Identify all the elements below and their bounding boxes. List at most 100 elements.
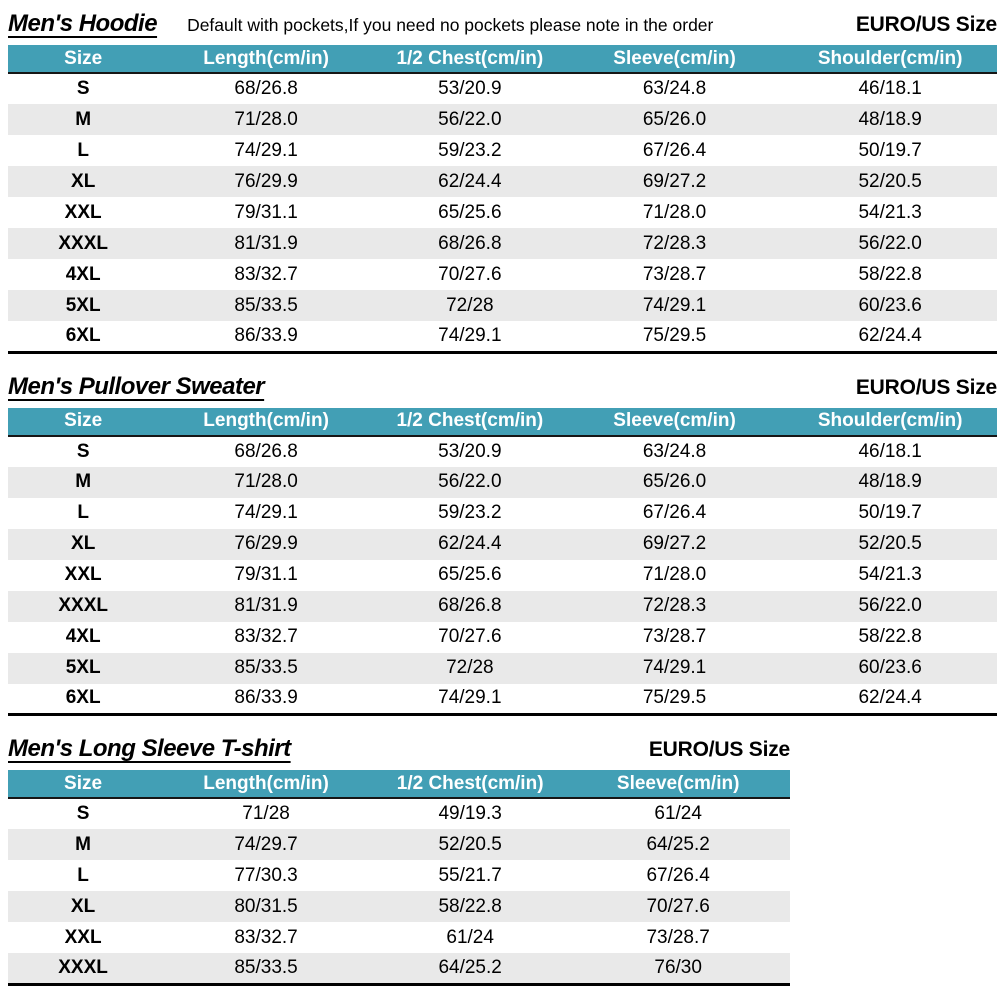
table-row: S 71/28 49/19.3 61/24 xyxy=(8,798,790,829)
measurement-cell: 83/32.7 xyxy=(234,263,298,285)
measurement-cell: 86/33.9 xyxy=(234,687,298,709)
measurement-cell: 58/22.8 xyxy=(373,891,567,922)
measurement-cell: 75/29.5 xyxy=(642,324,707,346)
measurement-cell: 71/28 xyxy=(242,803,290,824)
size-cell: L xyxy=(77,139,89,161)
table-row: M 71/28.0 56/22.0 65/26.0 48/18.9 xyxy=(8,466,997,498)
table-row: XXXL 81/31.9 68/26.8 72/28.3 56/22.0 xyxy=(8,228,997,259)
measurement-cell: 62/24.4 xyxy=(858,687,922,709)
column-header: Size xyxy=(8,407,159,437)
measurement-cell: 76/29.9 xyxy=(158,528,374,560)
table-row: 5XL 85/33.5 72/28 74/29.1 60/23.6 xyxy=(8,290,997,321)
table-row: S 68/26.8 53/20.9 63/24.8 46/18.1 xyxy=(8,436,997,467)
column-header: Shoulder(cm/in) xyxy=(783,407,997,437)
pullover-sweater-title-row: Men's Pullover Sweater EURO/US Size xyxy=(8,373,997,401)
measurement-cell: 79/31.1 xyxy=(234,564,298,585)
column-header: Sleeve(cm/in) xyxy=(565,45,784,74)
table-row: XL 80/31.5 58/22.8 70/27.6 xyxy=(8,891,790,922)
hoodie-size-standard-label: EURO/US Size xyxy=(855,13,997,36)
measurement-cell: 73/28.7 xyxy=(646,926,710,948)
measurement-cell: 85/33.5 xyxy=(158,953,374,984)
table-row: 4XL 83/32.7 70/27.6 73/28.7 58/22.8 xyxy=(8,622,997,653)
table-row: L 77/30.3 55/21.7 67/26.4 xyxy=(8,860,790,891)
size-cell: S xyxy=(76,78,90,99)
measurement-cell: 69/27.2 xyxy=(565,166,784,197)
measurement-cell: 60/23.6 xyxy=(783,652,997,684)
measurement-cell: 68/26.8 xyxy=(234,78,298,99)
measurement-cell: 71/28.0 xyxy=(642,201,707,223)
measurement-cell: 74/29.1 xyxy=(438,324,502,346)
measurement-cell: 72/28 xyxy=(373,652,566,684)
size-cell: XXXL xyxy=(8,590,159,622)
measurement-cell: 76/29.9 xyxy=(158,166,374,197)
long-sleeve-tshirt-title: Men's Long Sleeve T-shirt xyxy=(8,735,291,762)
measurement-cell: 58/22.8 xyxy=(858,626,922,647)
column-header: Shoulder(cm/in) xyxy=(783,45,997,74)
table-row: S 68/26.8 53/20.9 63/24.8 46/18.1 xyxy=(8,73,997,104)
measurement-cell: 68/26.8 xyxy=(234,440,298,462)
size-cell: XL xyxy=(8,891,159,922)
measurement-cell: 68/26.8 xyxy=(373,590,566,622)
hoodie-size-table: Size Length(cm/in) 1/2 Chest(cm/in) Sleeve(… xyxy=(8,45,997,354)
measurement-cell: 73/28.7 xyxy=(642,263,707,285)
measurement-cell: 77/30.3 xyxy=(234,864,298,886)
measurement-cell: 73/28.7 xyxy=(642,626,707,647)
pullover-sweater-size-table: Size Length(cm/in) 1/2 Chest(cm/in) Sleeve(… xyxy=(8,407,997,716)
measurement-cell: 75/29.5 xyxy=(642,687,707,709)
measurement-cell: 67/26.4 xyxy=(642,502,707,523)
measurement-cell: 50/19.7 xyxy=(858,139,922,161)
measurement-cell: 48/18.9 xyxy=(783,104,997,135)
measurement-cell: 64/25.2 xyxy=(373,953,567,984)
hoodie-title: Men's Hoodie xyxy=(8,10,158,37)
pullover-sweater-size-standard-label: EURO/US Size xyxy=(855,375,997,399)
measurement-cell: 65/25.6 xyxy=(438,564,502,585)
measurement-cell: 48/18.9 xyxy=(783,466,997,498)
measurement-cell: 83/32.7 xyxy=(234,926,298,948)
measurement-cell: 59/23.2 xyxy=(438,139,502,161)
table-row: L 74/29.1 59/23.2 67/26.4 50/19.7 xyxy=(8,135,997,166)
table-row: M 71/28.0 56/22.0 65/26.0 48/18.9 xyxy=(8,104,997,135)
size-cell: 4XL xyxy=(65,626,101,647)
measurement-cell: 70/27.6 xyxy=(438,626,502,647)
measurement-cell: 63/24.8 xyxy=(642,78,707,99)
size-cell: XL xyxy=(8,166,159,197)
long-sleeve-tshirt-section: Men's Long Sleeve T-shirt EURO/US Size S… xyxy=(8,735,790,986)
column-header: 1/2 Chest(cm/in) xyxy=(373,770,567,799)
size-cell: S xyxy=(76,440,90,462)
measurement-cell: 65/25.6 xyxy=(438,201,502,223)
measurement-cell: 61/24 xyxy=(654,803,702,824)
pullover-sweater-title: Men's Pullover Sweater xyxy=(8,372,265,400)
hoodie-pockets-note: Default with pockets,If you need no pock… xyxy=(187,15,714,35)
size-cell: XXL xyxy=(64,564,102,585)
measurement-cell: 81/31.9 xyxy=(158,590,374,622)
size-cell: M xyxy=(8,829,159,860)
measurement-cell: 46/18.1 xyxy=(858,78,922,99)
measurement-cell: 74/29.1 xyxy=(438,687,502,709)
size-cell: 5XL xyxy=(8,652,159,684)
column-header: Length(cm/in) xyxy=(158,45,374,74)
size-cell: XXXL xyxy=(8,228,159,259)
size-cell: L xyxy=(77,502,89,523)
measurement-cell: 72/28.3 xyxy=(565,590,784,622)
table-row: L 74/29.1 59/23.2 67/26.4 50/19.7 xyxy=(8,498,997,529)
long-sleeve-tshirt-size-table: Size Length(cm/in) 1/2 Chest(cm/in) Sleeve(… xyxy=(8,770,790,986)
measurement-cell: 62/24.4 xyxy=(858,324,922,346)
measurement-cell: 54/21.3 xyxy=(858,564,922,585)
size-cell: 5XL xyxy=(8,290,159,321)
measurement-cell: 74/29.1 xyxy=(565,290,784,321)
measurement-cell: 68/26.8 xyxy=(373,228,566,259)
measurement-cell: 61/24 xyxy=(446,926,494,948)
measurement-cell: 50/19.7 xyxy=(858,502,922,523)
measurement-cell: 63/24.8 xyxy=(642,440,707,462)
measurement-cell: 70/27.6 xyxy=(566,891,790,922)
size-cell: XXL xyxy=(64,201,102,223)
measurement-cell: 69/27.2 xyxy=(565,528,784,560)
measurement-cell: 56/22.0 xyxy=(373,466,566,498)
column-header: Size xyxy=(8,45,159,74)
measurement-cell: 85/33.5 xyxy=(158,290,374,321)
measurement-cell: 49/19.3 xyxy=(438,803,502,824)
measurement-cell: 74/29.1 xyxy=(565,652,784,684)
size-cell: L xyxy=(77,864,89,886)
size-cell: S xyxy=(76,803,90,824)
measurement-cell: 65/26.0 xyxy=(565,466,784,498)
